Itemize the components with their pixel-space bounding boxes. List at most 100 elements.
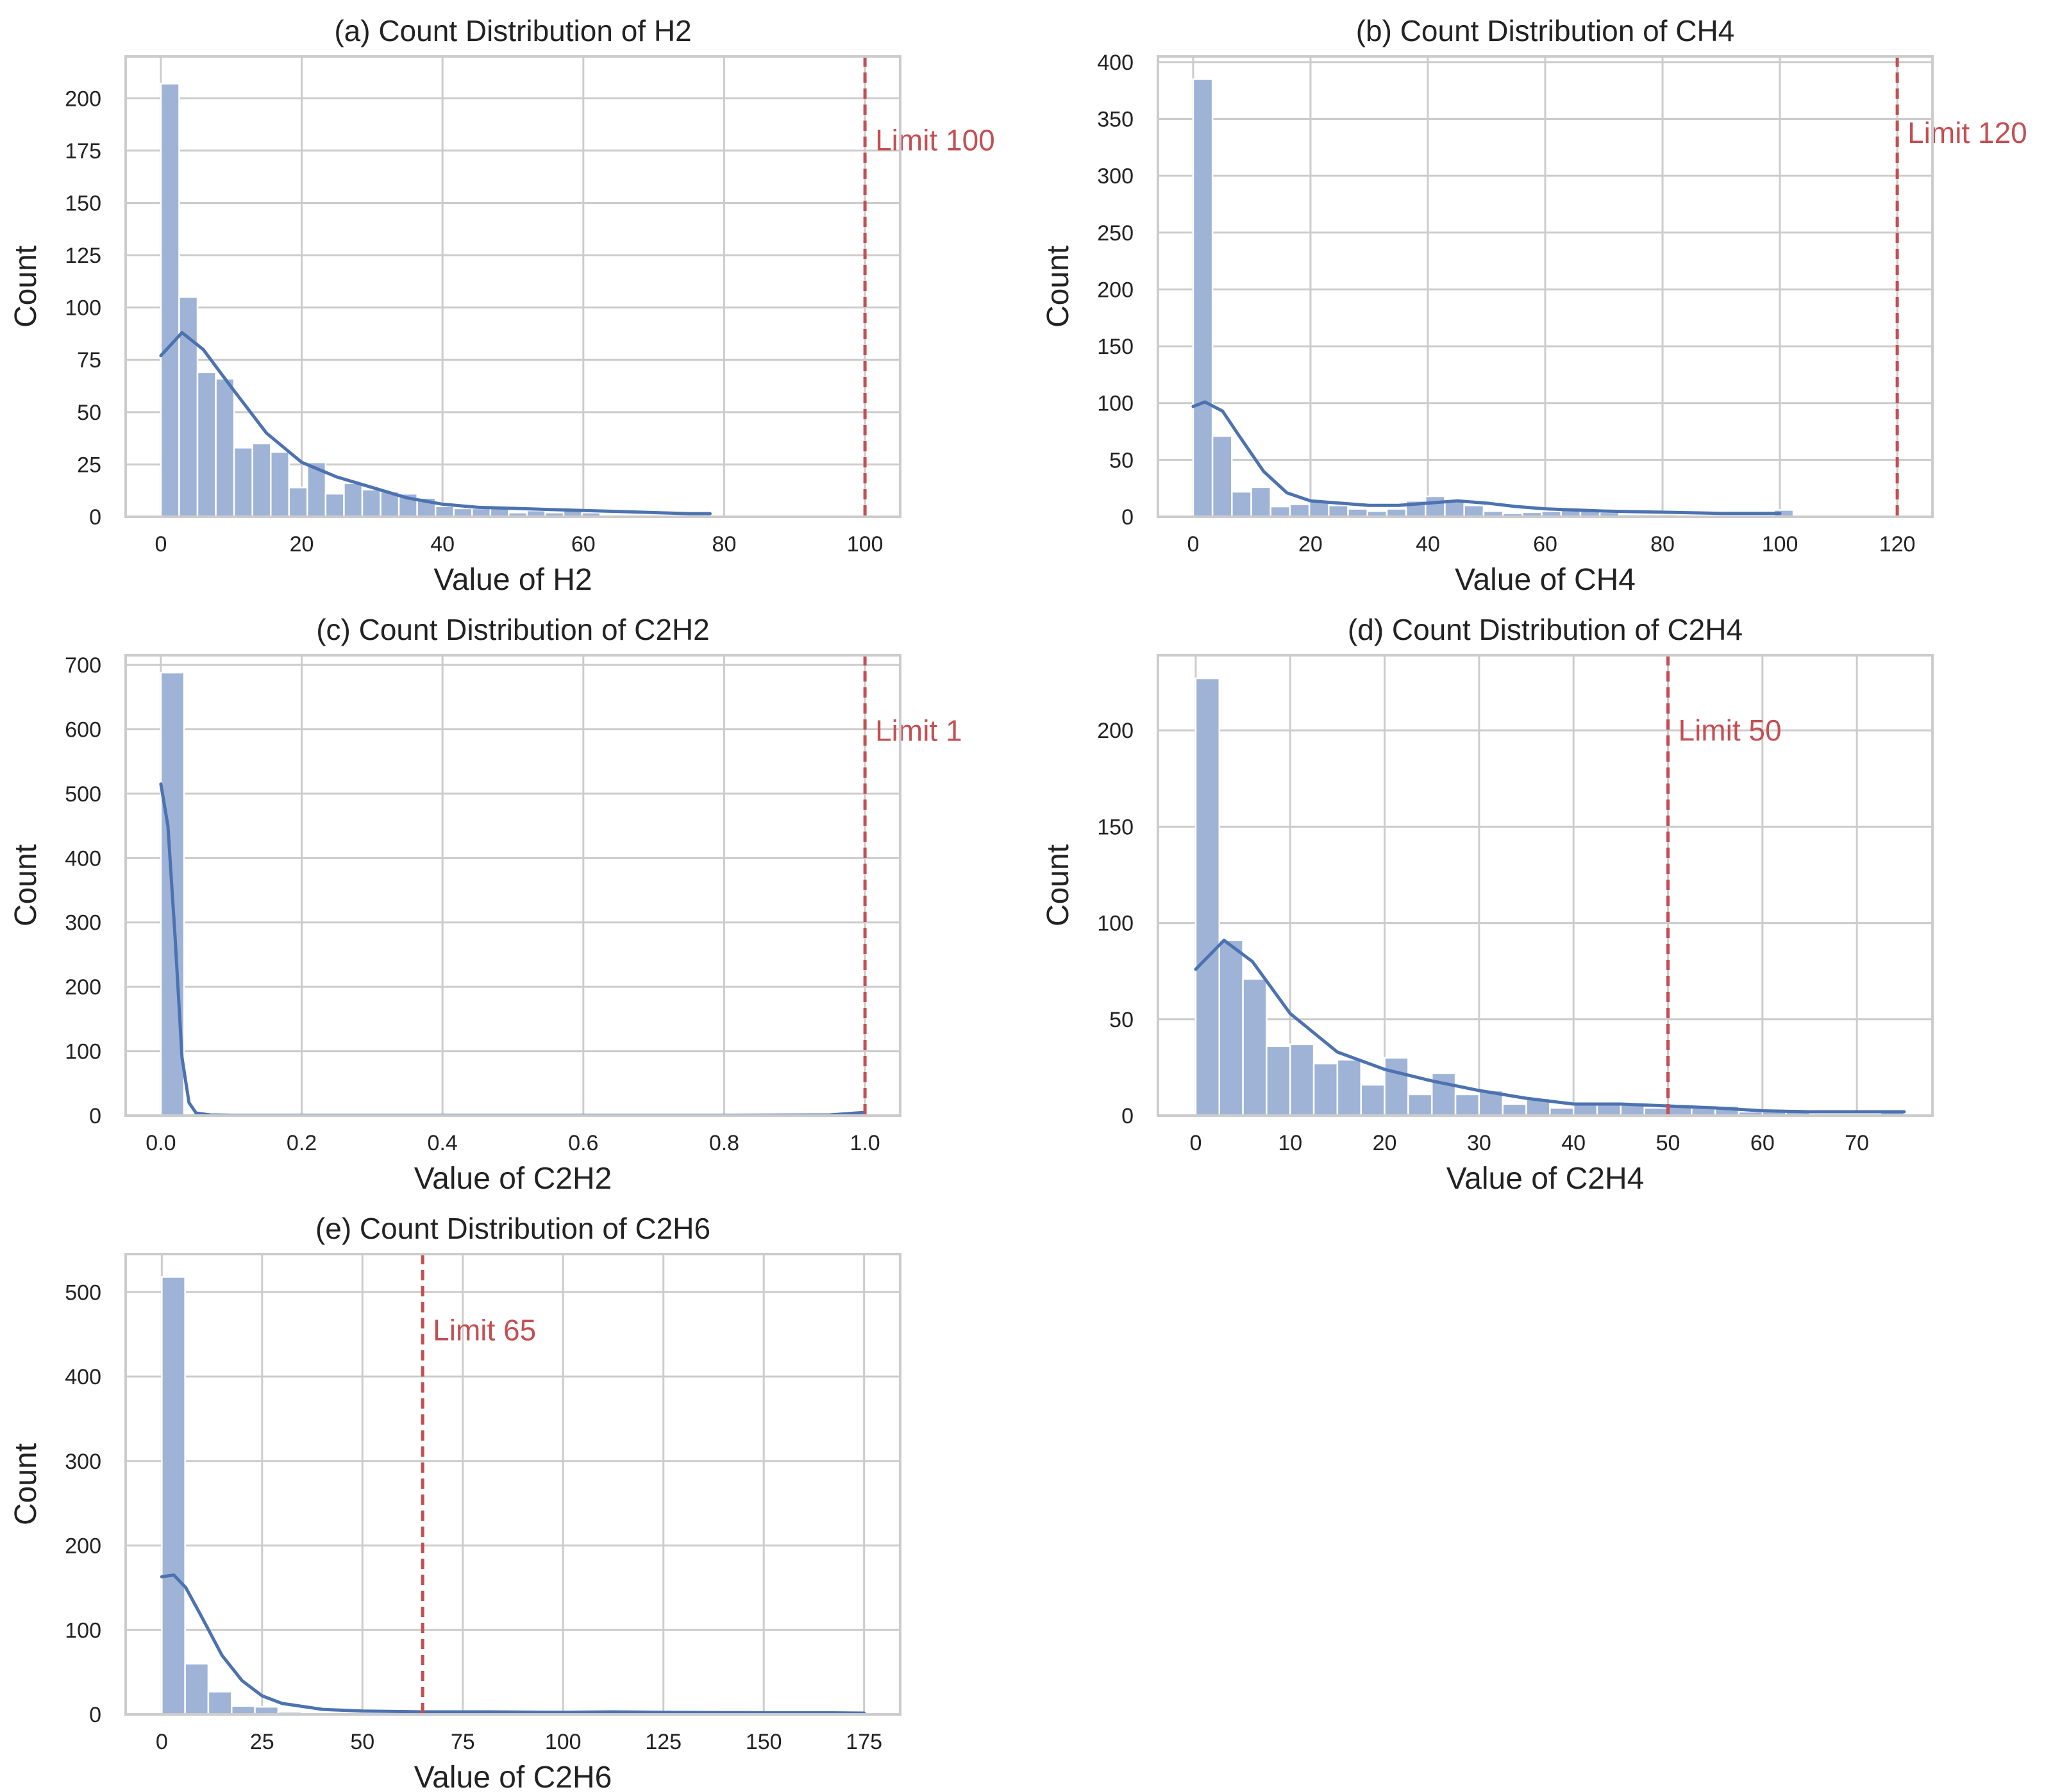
x-tick-label: 0.6 — [568, 1131, 598, 1155]
y-tick-label: 50 — [1109, 1008, 1134, 1032]
x-axis-label: Value of C2H2 — [414, 1162, 612, 1196]
x-tick-label: 80 — [1650, 532, 1675, 557]
x-tick-label: 175 — [846, 1730, 882, 1754]
histogram-bar — [269, 451, 290, 518]
y-tick-label: 200 — [65, 1534, 101, 1559]
chart-c2h2: Limit 1 0.0 0.2 0.4 0.6 0.8 1.0 0 100 200 300 400 50… — [9, 613, 962, 1196]
x-tick-label: 20 — [1298, 532, 1323, 557]
y-tick-label: 300 — [65, 1450, 101, 1474]
y-tick-label: 0 — [1121, 1104, 1134, 1128]
y-axis-label: Count — [1041, 844, 1075, 926]
histogram-bar — [1444, 501, 1465, 518]
chart-c2h6: Limit 65 0 25 50 75 100 125 150 175 0 100 200 300 400… — [9, 1212, 901, 1792]
y-tick-label: 0 — [89, 1104, 101, 1128]
histogram-bar — [160, 83, 180, 518]
histogram-bar — [196, 371, 217, 518]
y-tick-label: 50 — [1109, 448, 1134, 473]
x-tick-label: 70 — [1845, 1131, 1869, 1155]
limit-label: Limit 100 — [875, 124, 995, 157]
histogram-bar — [1266, 1045, 1291, 1117]
histogram-bar — [1384, 1057, 1409, 1117]
y-tick-label: 100 — [65, 1618, 101, 1643]
histogram-bar — [1312, 1062, 1339, 1117]
plot-frame — [124, 654, 901, 1117]
chart-title: (d) Count Distribution of C2H4 — [1348, 613, 1743, 646]
x-axis-label: Value of CH4 — [1455, 563, 1636, 597]
chart-title: (b) Count Distribution of CH4 — [1356, 14, 1735, 47]
histogram-bar — [1596, 1103, 1622, 1117]
x-axis-label: Value of H2 — [433, 563, 592, 597]
y-tick-label: 400 — [1097, 51, 1134, 75]
x-tick-label: 100 — [545, 1730, 582, 1754]
histogram-bar — [1218, 939, 1244, 1117]
y-tick-label: 500 — [65, 1280, 101, 1305]
histogram-bar — [1194, 677, 1221, 1117]
histogram-bar — [361, 489, 381, 518]
x-tick-label: 0.0 — [146, 1131, 176, 1155]
histogram-bar — [1192, 78, 1214, 518]
plot-area — [126, 56, 900, 517]
x-tick-label: 100 — [1762, 532, 1798, 557]
x-axis-label: Value of C2H6 — [414, 1761, 612, 1792]
limit-label: Limit 50 — [1679, 714, 1782, 747]
y-axis-label: Count — [9, 246, 43, 328]
histogram-bar — [1231, 490, 1252, 518]
histogram-bar — [1328, 505, 1349, 518]
histogram-bar — [1454, 1093, 1480, 1117]
y-tick-label: 100 — [1097, 912, 1134, 936]
y-tick-label: 250 — [1097, 221, 1134, 246]
x-tick-label: 40 — [430, 532, 455, 557]
x-tick-label: 120 — [1879, 532, 1916, 557]
histogram-bar — [184, 1662, 210, 1716]
y-tick-label: 175 — [65, 139, 101, 163]
plot-area — [126, 655, 900, 1116]
x-tick-label: 0 — [1187, 532, 1199, 557]
histogram-bar — [1211, 435, 1233, 518]
histogram-bar — [343, 482, 364, 518]
x-tick-label: 20 — [1373, 1131, 1397, 1155]
y-tick-label: 100 — [65, 1040, 101, 1064]
y-tick-label: 125 — [65, 244, 101, 268]
y-tick-label: 500 — [65, 782, 101, 807]
x-tick-label: 0.4 — [428, 1131, 458, 1155]
x-tick-label: 0.2 — [287, 1131, 317, 1155]
histogram-bar — [1360, 1084, 1386, 1117]
x-tick-label: 25 — [250, 1730, 274, 1754]
y-tick-label: 200 — [65, 87, 101, 111]
histogram-bar — [1502, 1103, 1527, 1117]
plot-area — [1158, 655, 1932, 1116]
y-tick-label: 75 — [77, 348, 101, 373]
plot-frame — [124, 55, 901, 518]
histogram-bar — [1463, 505, 1485, 518]
y-tick-label: 700 — [65, 653, 101, 678]
plot-frame — [124, 1253, 901, 1716]
y-tick-label: 400 — [65, 846, 101, 871]
x-tick-label: 80 — [712, 532, 737, 557]
chart-c2h4: Limit 50 0 10 20 30 40 50 60 70 0 50 100 150 200 (d) C… — [1041, 613, 1934, 1196]
histogram-bar — [1289, 503, 1311, 518]
histogram-bar — [1250, 486, 1271, 518]
kde-line — [1194, 939, 1906, 1114]
x-tick-label: 75 — [451, 1730, 475, 1754]
y-tick-label: 150 — [1097, 335, 1134, 359]
x-tick-label: 100 — [847, 532, 884, 557]
histogram-bar — [1270, 505, 1291, 518]
y-tick-label: 50 — [77, 401, 101, 425]
x-tick-label: 60 — [1533, 532, 1557, 557]
y-tick-label: 0 — [89, 1703, 101, 1727]
y-axis-label: Count — [9, 844, 43, 926]
x-tick-label: 0.8 — [709, 1131, 739, 1155]
histogram-bar — [1572, 1103, 1598, 1117]
y-tick-label: 600 — [65, 717, 101, 742]
y-tick-label: 0 — [1121, 505, 1134, 530]
x-tick-label: 0 — [155, 532, 167, 557]
y-tick-label: 100 — [1097, 392, 1134, 416]
histogram-bar — [288, 487, 308, 518]
histogram-bar — [434, 505, 455, 518]
y-tick-label: 200 — [65, 975, 101, 1000]
y-tick-label: 0 — [89, 505, 101, 530]
x-tick-label: 40 — [1561, 1131, 1586, 1155]
histogram-bar — [251, 442, 272, 518]
histogram-bar — [233, 447, 253, 518]
